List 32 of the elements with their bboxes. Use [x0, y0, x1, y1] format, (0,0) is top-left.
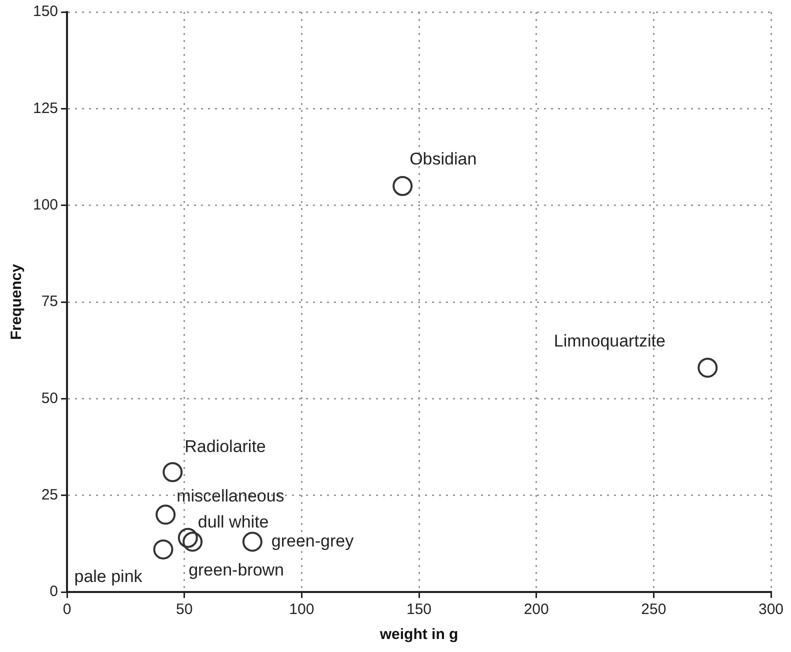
annotation: green-grey	[271, 531, 354, 550]
point	[392, 176, 413, 196]
point	[156, 504, 176, 525]
x-axis-title: weight in g	[378, 626, 458, 644]
annotation: green-brown	[188, 560, 284, 580]
point	[153, 539, 174, 560]
y-tick-label: 0	[50, 583, 58, 600]
x-tick-label: 0	[62, 601, 72, 618]
y-tick-label: 125	[32, 100, 58, 117]
annotation: dull white	[198, 512, 269, 532]
annotation: Radiolarite	[184, 436, 266, 456]
annotation: Obsidian	[410, 150, 477, 169]
y-tick-label: 50	[41, 390, 58, 407]
y-tick-label: 150	[32, 3, 58, 20]
y-tick-label: 25	[41, 486, 58, 504]
annotation: miscellaneous	[176, 486, 284, 506]
x-tick-label: 300	[758, 601, 784, 618]
x-tick-label: 200	[524, 601, 549, 618]
x-tick-label: 250	[641, 601, 666, 618]
point	[178, 528, 198, 548]
y-axis-title: Frequency	[8, 263, 26, 340]
point	[698, 358, 718, 378]
y-tick-label: 75	[41, 293, 58, 310]
point	[162, 462, 183, 482]
annotation: Limnoquartzite	[554, 331, 666, 350]
x-tick-label: 100	[289, 601, 314, 618]
point	[182, 532, 203, 552]
point	[242, 532, 262, 552]
x-tick-label: 50	[176, 601, 193, 618]
x-tick-label: 150	[406, 601, 432, 618]
y-tick-label: 100	[32, 196, 58, 214]
annotation: pale pink	[74, 567, 143, 586]
